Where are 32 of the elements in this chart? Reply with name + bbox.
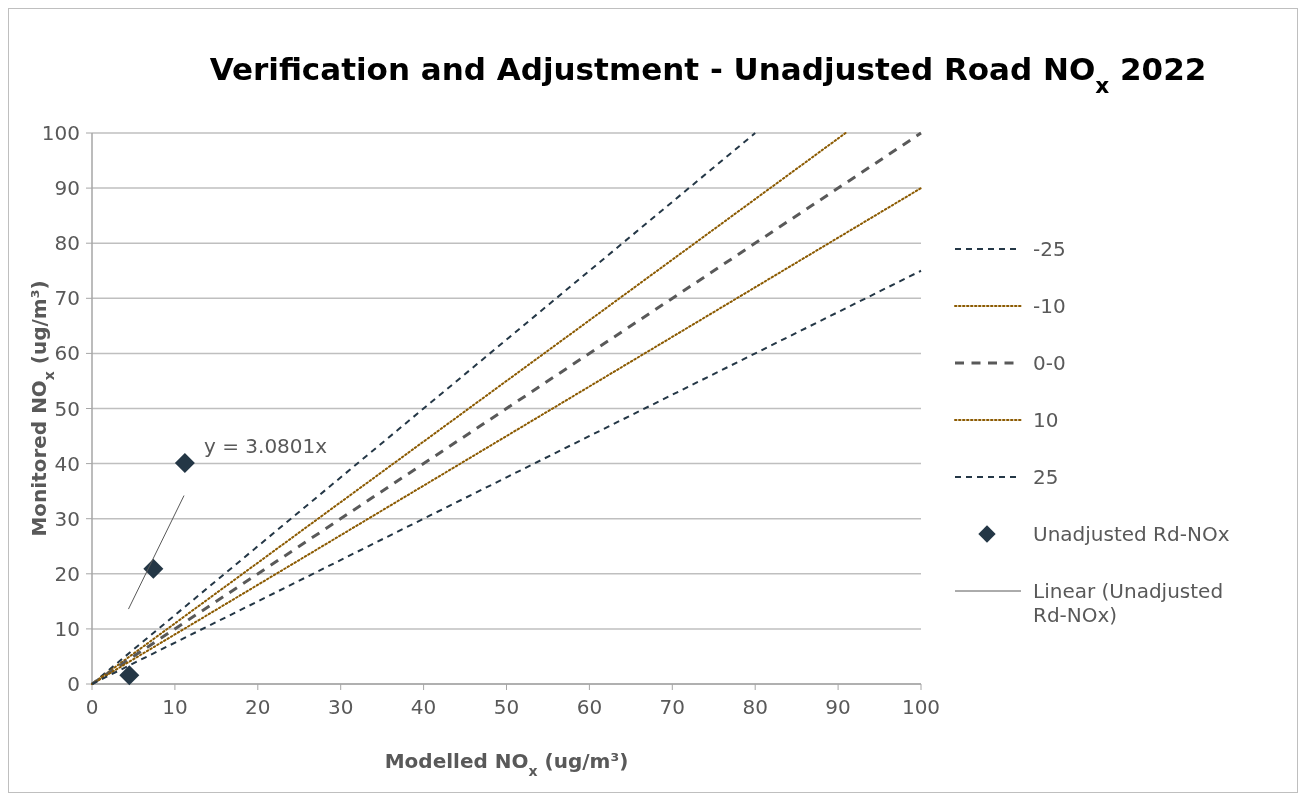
- legend-label: 10: [1033, 408, 1059, 432]
- y-tick-label: 50: [54, 396, 80, 421]
- y-tick-label: 20: [54, 561, 80, 586]
- legend-label: 0-0: [1033, 351, 1066, 375]
- y-tick-label: 100: [41, 121, 80, 145]
- x-tick-label: 70: [659, 695, 686, 719]
- y-tick-label: 60: [54, 341, 80, 366]
- x-tick-label: 60: [576, 695, 603, 719]
- y-tick-label: 40: [54, 451, 80, 476]
- x-tick-label: 80: [742, 695, 768, 719]
- legend-label: 25: [1033, 465, 1059, 489]
- x-tick-label: 40: [410, 695, 437, 719]
- y-tick-label: 30: [54, 506, 80, 531]
- x-tick-label: 50: [493, 695, 520, 719]
- legend-label: -10: [1033, 294, 1066, 318]
- x-tick-label: 10: [162, 695, 188, 719]
- annotation: y = 3.0801x: [204, 434, 328, 458]
- x-tick-label: 0: [85, 695, 99, 719]
- x-tick-label: 90: [825, 695, 851, 719]
- x-axis-title: Modelled NO$_{x}$ (ug/m³): [384, 749, 629, 779]
- x-tick-label: 20: [245, 695, 271, 719]
- y-tick-label: 10: [54, 616, 80, 641]
- legend-label: -25: [1033, 237, 1066, 261]
- legend-label: Unadjusted Rd-NOx: [1033, 522, 1230, 546]
- legend-label: Linear (Unadjusted Rd-NOx): [1033, 579, 1224, 627]
- y-tick-label: 90: [54, 176, 80, 201]
- x-tick-label: 100: [901, 695, 941, 719]
- y-tick-label: 0: [67, 672, 80, 696]
- chart-title: Verification and Adjustment - Unadjusted Road NO$_{x}$ 2022: [209, 51, 1207, 98]
- y-tick-label: 70: [54, 286, 80, 311]
- x-tick-label: 30: [327, 695, 354, 719]
- y-tick-label: 80: [54, 231, 80, 256]
